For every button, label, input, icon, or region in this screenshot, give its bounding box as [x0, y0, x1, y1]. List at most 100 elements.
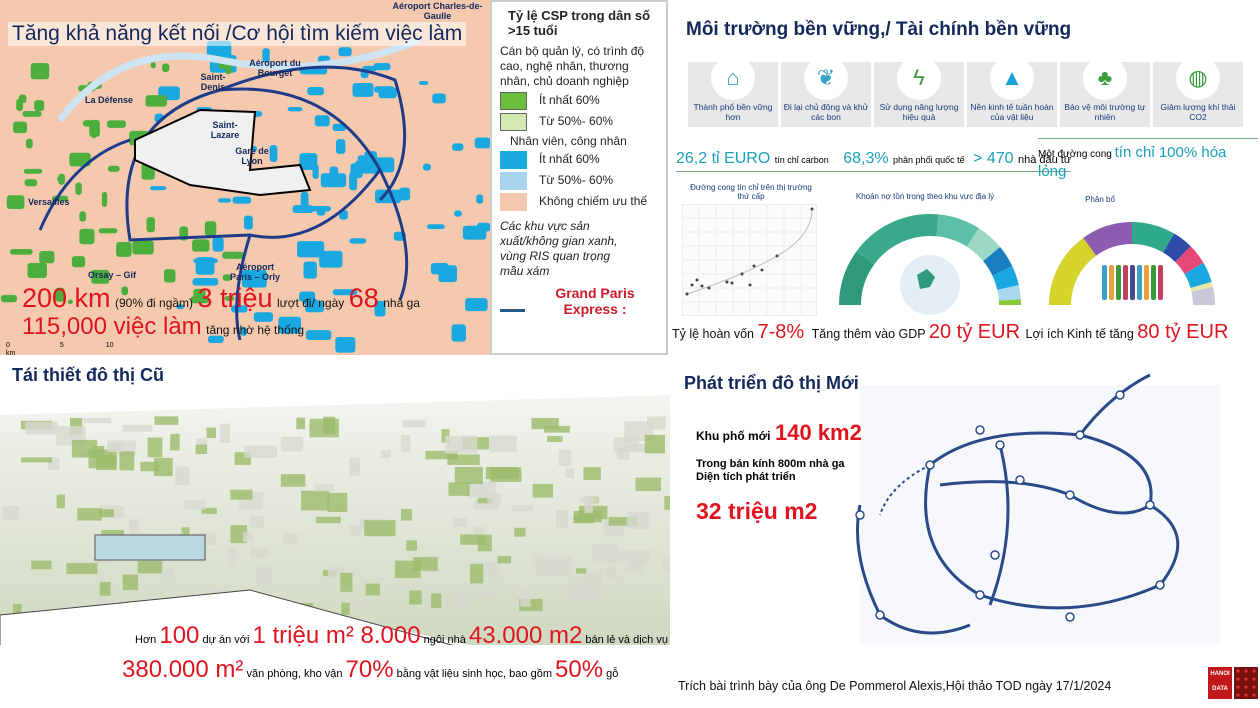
- legend-note: Các khu vực sản xuất/không gian xanh, vù…: [500, 219, 618, 278]
- city-block: [280, 474, 306, 487]
- gauge-segment: [1131, 222, 1175, 253]
- city-block: [119, 451, 135, 471]
- sustainability-tile: ϟ Sử dụng năng lượng hiệu quả: [874, 56, 964, 127]
- employee-area: [232, 196, 252, 204]
- stat-value: > 470: [973, 150, 1014, 167]
- executive-area: [101, 191, 108, 207]
- gauge-segment: [1174, 246, 1204, 275]
- stat-value: 8.000: [353, 622, 421, 649]
- city-block: [569, 583, 598, 601]
- person-figure: [1109, 265, 1114, 300]
- gauge-segment: [992, 266, 1019, 291]
- city-block: [556, 510, 568, 529]
- stat-label: tín chỉ carbon: [774, 155, 829, 165]
- city-block: [533, 554, 543, 570]
- city-block: [647, 416, 666, 430]
- stat-label: Diện tích phát triển: [696, 471, 796, 483]
- network-stats: 200 km (90% đi ngầm) 3 triệu lượt đi/ ng…: [22, 284, 420, 317]
- employee-area: [195, 257, 215, 275]
- executive-area: [57, 175, 64, 182]
- renewal-stats-line1: Hơn 100 dự án với 1 triệu m² 8.000 ngôi …: [135, 621, 668, 655]
- employee-area: [374, 86, 395, 93]
- legend-item: Ít nhất 60%: [500, 151, 658, 169]
- scatter-point: [730, 281, 734, 285]
- employee-area: [399, 187, 411, 201]
- connectivity-map: Tăng khả năng kết nối /Cơ hội tìm kiếm v…: [0, 0, 490, 355]
- city-block: [122, 574, 139, 591]
- stat-label: văn phòng, kho vận: [243, 668, 346, 680]
- person-figure: [1130, 265, 1135, 300]
- city-block: [607, 567, 617, 580]
- city-block: [340, 572, 353, 592]
- stat-value: 32 triệu m2: [696, 498, 818, 524]
- city-block: [31, 560, 52, 570]
- metro-station: [1115, 390, 1125, 400]
- city-block: [431, 593, 442, 608]
- employee-area: [476, 194, 484, 204]
- stat-value: tín chỉ 100% hóa lỏng: [1038, 144, 1227, 180]
- jobs-stat: 115,000 việc làm tăng nhờ hệ thống: [22, 314, 304, 343]
- city-block: [206, 427, 216, 439]
- stat-label: lượt đi/ ngày: [277, 296, 345, 310]
- executive-area: [164, 269, 176, 283]
- sustainability-tile: ◍ Giảm lượng khí thải CO2: [1153, 56, 1243, 127]
- metro-station: [1075, 430, 1085, 440]
- stat-label: gỗ: [603, 668, 619, 680]
- city-block: [453, 591, 467, 608]
- gauge-segment: [1083, 222, 1133, 256]
- metro-station: [875, 610, 885, 620]
- city-block: [454, 466, 483, 485]
- urban-renewal-panel: Tái thiết đô thị Cũ Hơn 100 dự án với 1 …: [0, 355, 670, 708]
- city-block: [315, 484, 334, 492]
- legend-label: Không chiếm ưu thế: [539, 194, 648, 209]
- hands-leaf-icon: ❦: [804, 56, 848, 100]
- curve-stat: Một đường cong tín chỉ 100% hóa lỏng: [1038, 138, 1258, 182]
- scatter-point: [707, 286, 711, 290]
- economic-stats: Tỷ lệ hoàn vốn 7-8% Tăng thêm vào GDP 20…: [672, 321, 1228, 344]
- employee-area: [207, 335, 224, 343]
- executive-area: [25, 138, 33, 149]
- city-block: [630, 443, 646, 452]
- metro-station: [975, 425, 985, 435]
- employee-area: [305, 330, 332, 340]
- stat-value: 3 triệu: [197, 283, 273, 313]
- executive-area: [98, 228, 118, 234]
- city-block: [196, 438, 208, 447]
- tile-label: Thành phố bền vững hơn: [693, 102, 773, 122]
- metro-station: [925, 460, 935, 470]
- radius-stat: Trong bán kính 800m nhà ga Diện tích phá…: [696, 458, 845, 484]
- city-block: [485, 466, 519, 480]
- map-label: Orsay – Gif: [88, 270, 137, 280]
- city-block: [350, 525, 362, 536]
- chart-title: Đường cong tín chỉ trên thị trường thứ c…: [690, 183, 812, 201]
- scatter-point: [752, 264, 756, 268]
- stat-value: 43.000 m2: [468, 622, 583, 649]
- executive-area: [69, 152, 91, 167]
- map-label: Aéroport du Bourget: [249, 58, 301, 78]
- executive-area: [67, 299, 73, 304]
- scale-tick: 0: [6, 342, 10, 349]
- city-block: [230, 525, 248, 544]
- city-block: [514, 527, 526, 537]
- executive-area: [162, 63, 170, 73]
- employee-area: [476, 222, 490, 232]
- stat-label: bằng vật liệu sinh học, bao gồm: [393, 668, 556, 680]
- legend-label: Ít nhất 60%: [539, 93, 600, 108]
- stat-value: 380.000 m²: [122, 656, 244, 683]
- executive-area: [132, 240, 154, 255]
- legend-swatch: [500, 151, 527, 169]
- city-block: [497, 556, 512, 564]
- executive-area: [116, 242, 132, 257]
- legend-group: Nhân viên, công nhân: [510, 134, 627, 148]
- map-label: Gare de Lyon: [235, 146, 269, 166]
- person-figure: [1151, 265, 1156, 300]
- city-block: [532, 483, 554, 498]
- executive-area: [6, 195, 25, 210]
- city-block: [473, 500, 500, 510]
- city-block: [243, 531, 254, 542]
- sustainability-panel: Môi trường bền vững,/ Tài chính bền vững…: [670, 0, 1260, 355]
- city-block: [327, 492, 348, 513]
- executive-area: [82, 120, 93, 127]
- tile-label: Sử dụng năng lượng hiệu quả: [879, 102, 959, 122]
- executive-area: [222, 274, 232, 281]
